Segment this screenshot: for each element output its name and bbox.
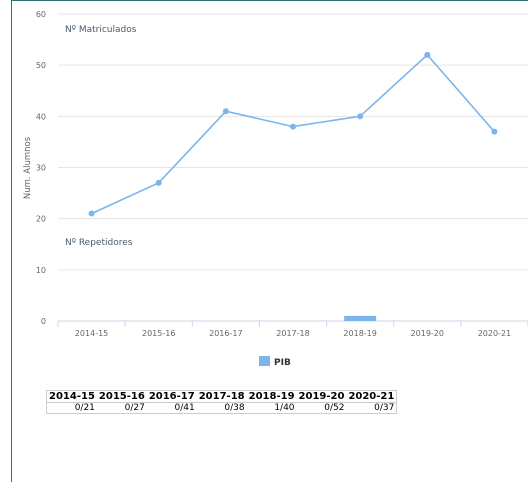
x-tick-label: 2017-18 [276, 329, 309, 338]
line-series-matriculados [91, 53, 496, 215]
y-tick-label: 0 [41, 317, 46, 326]
table-header-cell: 2017-18 [196, 390, 247, 403]
table-cell: 1/40 [274, 403, 295, 413]
table-row: 0/21 0/27 0/41 0/38 1/40 0/52 0/37 [47, 403, 397, 414]
table-header-cell: 2019-20 [296, 390, 347, 403]
annotation-repetidores: Nº Repetidores [65, 238, 133, 248]
table-header-cell: 2018-19 [246, 390, 297, 403]
table-cell: 0/21 [74, 403, 95, 413]
legend-swatch-pib [259, 356, 270, 366]
y-axis-label: Num. Alumnos [23, 136, 33, 199]
y-tick-label: 40 [36, 112, 46, 121]
x-tick-label: 2016-17 [209, 329, 242, 338]
bar-series [344, 315, 377, 321]
line-points [88, 51, 498, 217]
y-tick-label: 20 [36, 215, 46, 224]
grid [58, 13, 528, 271]
x-tick-label: 2015-16 [142, 329, 175, 338]
table-header-cell: 2015-16 [96, 390, 147, 403]
annotation-matriculados: Nº Matriculados [65, 25, 137, 35]
table-header-cell: 2020-21 [346, 390, 397, 403]
table-cell: 0/27 [124, 403, 145, 413]
table-cell: 0/37 [374, 403, 395, 413]
data-table: 2014-15 2015-16 2016-17 2017-18 2018-19 2019-… [46, 390, 398, 414]
table-header-cell: 2014-15 [46, 390, 97, 403]
x-tick-label: 2020-21 [478, 329, 511, 338]
table-header-cell: 2016-17 [146, 390, 197, 403]
data-point[interactable] [222, 108, 229, 115]
y-tick-label: 60 [36, 10, 46, 19]
x-tick-label: 2018-19 [343, 329, 376, 338]
y-axis-ticks: 0 10 20 30 40 50 60 [36, 10, 46, 326]
x-tick-label: 2014-15 [75, 329, 108, 338]
table-cell: 0/38 [224, 403, 245, 413]
bar[interactable] [344, 315, 377, 321]
table-header-row: 2014-15 2015-16 2016-17 2017-18 2018-19 2019-… [46, 390, 397, 403]
data-point[interactable] [290, 123, 296, 130]
data-point[interactable] [424, 51, 431, 58]
y-tick-label: 30 [36, 164, 46, 173]
data-point[interactable] [155, 179, 162, 186]
data-point[interactable] [491, 128, 498, 135]
chart-frame [11, 0, 528, 482]
legend-label-pib[interactable]: PIB [274, 358, 291, 368]
y-tick-label: 50 [36, 61, 46, 70]
table-cell: 0/41 [174, 403, 195, 413]
data-point[interactable] [357, 113, 364, 120]
x-axis-ticks: 2014-15 2015-16 2016-17 2017-18 2018-19 2019-… [57, 321, 528, 338]
data-point[interactable] [88, 210, 95, 217]
legend[interactable]: PIB [259, 356, 291, 368]
table-cell: 0/52 [324, 403, 345, 413]
y-tick-label: 10 [36, 266, 46, 275]
x-tick-label: 2019-20 [411, 329, 444, 338]
